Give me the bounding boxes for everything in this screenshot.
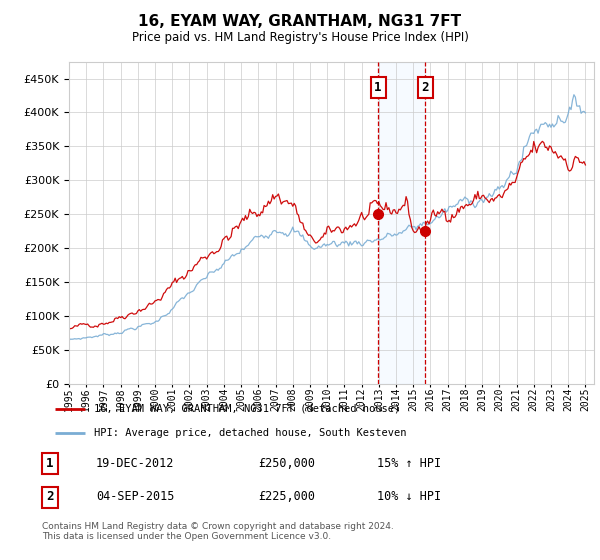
Text: Contains HM Land Registry data © Crown copyright and database right 2024.
This d: Contains HM Land Registry data © Crown c… (42, 522, 394, 542)
Text: 16, EYAM WAY, GRANTHAM, NG31 7FT (detached house): 16, EYAM WAY, GRANTHAM, NG31 7FT (detach… (94, 404, 400, 414)
Text: 2: 2 (422, 81, 429, 94)
Text: £225,000: £225,000 (258, 491, 315, 503)
Bar (378, 62, 425, 384)
Text: 04-SEP-2015: 04-SEP-2015 (96, 491, 175, 503)
Text: 2: 2 (46, 491, 54, 503)
Text: 1: 1 (46, 457, 54, 470)
Text: 10% ↓ HPI: 10% ↓ HPI (377, 491, 441, 503)
Text: 19-DEC-2012: 19-DEC-2012 (96, 457, 175, 470)
Text: Price paid vs. HM Land Registry's House Price Index (HPI): Price paid vs. HM Land Registry's House … (131, 31, 469, 44)
Text: HPI: Average price, detached house, South Kesteven: HPI: Average price, detached house, Sout… (94, 428, 406, 437)
Text: £250,000: £250,000 (258, 457, 315, 470)
Text: 1: 1 (374, 81, 382, 94)
Text: 15% ↑ HPI: 15% ↑ HPI (377, 457, 441, 470)
Text: 16, EYAM WAY, GRANTHAM, NG31 7FT: 16, EYAM WAY, GRANTHAM, NG31 7FT (139, 14, 461, 29)
